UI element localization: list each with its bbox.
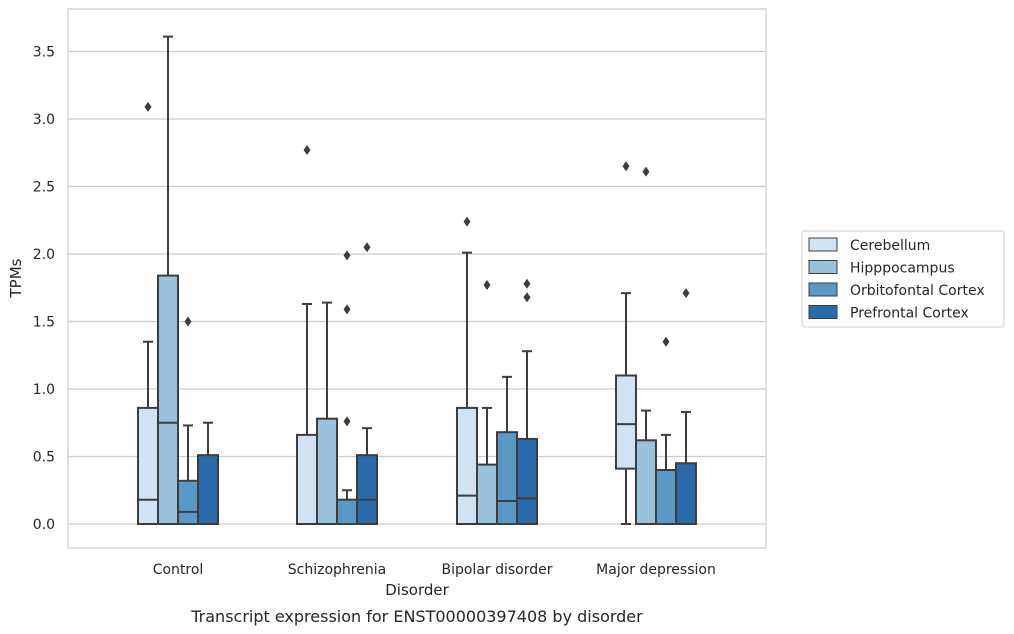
box-prefrontal-cortex — [516, 278, 538, 526]
iqr-box — [356, 454, 378, 525]
box-hipppocampus — [316, 301, 338, 526]
x-tick-label: Schizophrenia — [288, 562, 386, 578]
iqr-box — [296, 433, 318, 525]
y-tick-label: 2.0 — [33, 247, 55, 263]
outlier-marker — [343, 416, 351, 427]
grid-lines — [68, 50, 766, 525]
y-tick-label: 3.0 — [33, 112, 55, 128]
outlier-marker — [343, 250, 351, 261]
x-tick-label: Bipolar disorder — [441, 562, 552, 578]
box-hipppocampus — [157, 35, 179, 525]
iqr-box — [496, 431, 518, 526]
outlier-marker — [363, 242, 371, 253]
outlier-marker — [622, 161, 630, 172]
box-orbitofontal-cortex — [655, 336, 677, 525]
y-axis-title: TPMs — [7, 258, 25, 298]
iqr-box — [197, 454, 219, 525]
plot-area-frame — [67, 8, 767, 549]
y-tick-label: 1.5 — [33, 315, 55, 331]
box-orbitofontal-cortex — [496, 375, 518, 526]
iqr-box — [456, 406, 478, 525]
y-tick-label: 1.0 — [33, 382, 55, 398]
legend-swatch — [808, 260, 838, 274]
outlier-marker — [662, 336, 670, 347]
iqr-box — [655, 469, 677, 525]
iqr-box — [615, 374, 637, 470]
legend-swatch — [808, 237, 838, 252]
y-tick-label: 0.0 — [33, 517, 55, 533]
box-prefrontal-cortex — [356, 242, 378, 525]
legend-swatch — [808, 282, 838, 297]
iqr-box — [157, 274, 179, 525]
iqr-box — [476, 463, 498, 526]
outlier-marker — [144, 101, 152, 112]
y-tick-label: 0.5 — [33, 450, 55, 466]
box-hipppocampus — [476, 280, 498, 526]
outlier-marker — [483, 280, 491, 291]
box-cerebellum — [137, 101, 159, 525]
iqr-box — [336, 498, 358, 526]
outlier-marker — [523, 292, 531, 303]
iqr-box — [675, 462, 697, 525]
legend-label: Orbitofontal Cortex — [850, 283, 985, 299]
outlier-marker — [642, 166, 650, 177]
x-axis-ticks: Control Schizophrenia Bipolar disorder Majo… — [153, 562, 716, 578]
legend-label: Cerebellum — [850, 238, 930, 254]
box-orbitofontal-cortex — [336, 250, 358, 526]
y-axis-ticks: 0.0 0.5 1.0 1.5 2.0 2.5 3.0 3.5 — [33, 45, 55, 534]
outlier-marker — [343, 304, 351, 315]
box-cerebellum — [296, 145, 318, 525]
outlier-marker — [682, 288, 690, 299]
y-tick-label: 3.5 — [33, 45, 55, 61]
box-prefrontal-cortex — [675, 288, 697, 525]
x-tick-label: Major depression — [596, 562, 716, 578]
box-cerebellum — [456, 216, 478, 525]
outlier-marker — [523, 278, 531, 289]
legend-label: Prefrontal Cortex — [850, 306, 969, 322]
iqr-box — [516, 437, 538, 526]
box-hipppocampus — [635, 166, 657, 525]
figure-caption: Transcript expression for ENST0000039740… — [190, 607, 643, 626]
outlier-marker — [184, 316, 192, 327]
y-tick-label: 2.5 — [33, 180, 55, 196]
x-tick-label: Control — [153, 562, 204, 578]
box-cerebellum — [615, 161, 637, 525]
iqr-box — [177, 479, 199, 525]
box-series — [137, 35, 697, 526]
legend: Cerebellum Hipppocampus Orbitofontal Corte… — [801, 230, 1005, 328]
iqr-box — [635, 439, 657, 525]
outlier-marker — [303, 145, 311, 156]
iqr-box — [316, 417, 338, 526]
legend-frame — [801, 230, 1005, 328]
legend-label: Hipppocampus — [850, 261, 955, 277]
legend-swatch — [808, 305, 838, 319]
iqr-box — [137, 406, 159, 525]
box-prefrontal-cortex — [197, 421, 219, 525]
box-orbitofontal-cortex — [177, 316, 199, 525]
x-axis-title: Disorder — [385, 581, 449, 599]
outlier-marker — [463, 216, 471, 227]
